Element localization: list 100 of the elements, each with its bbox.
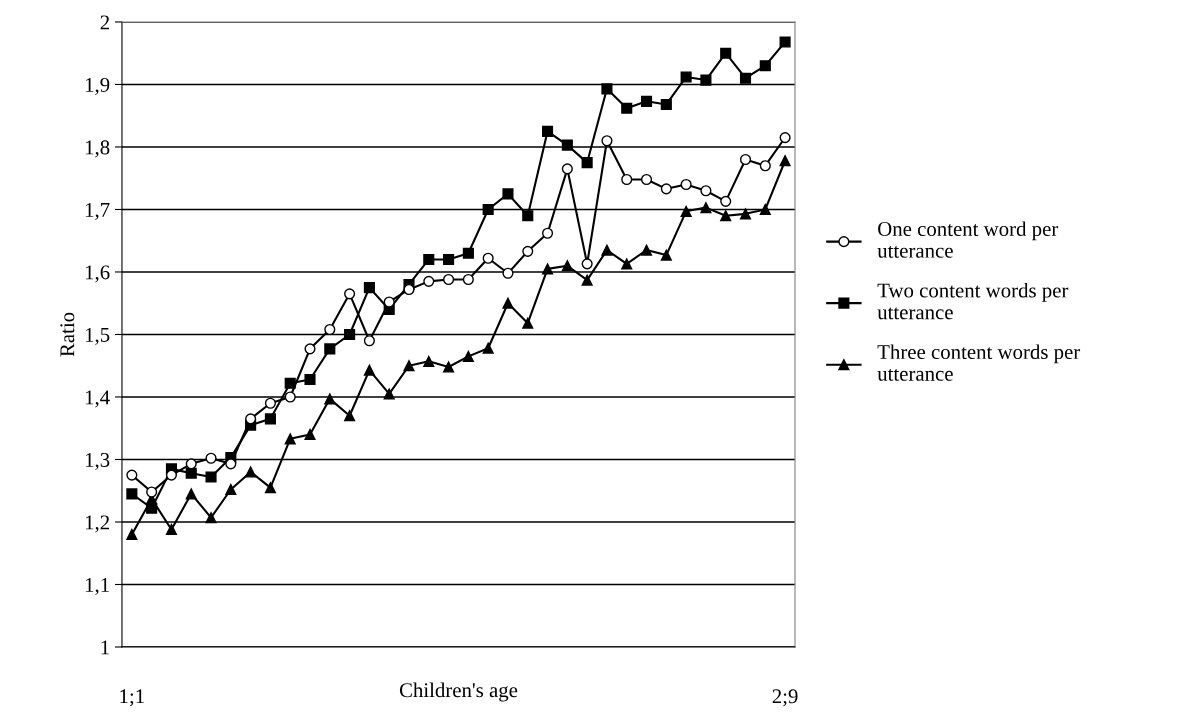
point — [660, 183, 672, 195]
y-tick-label: 1,4 — [85, 390, 110, 408]
point — [720, 47, 732, 59]
point — [680, 205, 692, 217]
point — [403, 283, 415, 296]
y-tick-label: 1,7 — [85, 202, 110, 220]
point — [462, 350, 474, 362]
point — [423, 253, 435, 266]
point — [205, 471, 217, 483]
point — [423, 355, 435, 367]
point — [165, 523, 178, 536]
point — [522, 245, 534, 257]
point — [621, 102, 633, 114]
point — [502, 188, 514, 200]
point — [146, 502, 158, 514]
point — [759, 60, 771, 72]
point — [363, 335, 375, 347]
point — [304, 343, 316, 355]
point — [264, 397, 276, 409]
y-tick-label: 1,6 — [85, 265, 110, 283]
point — [443, 361, 455, 373]
point — [324, 323, 336, 336]
point — [581, 258, 593, 270]
point — [541, 125, 554, 137]
point — [700, 202, 712, 214]
point — [502, 297, 514, 309]
y-tick-label: 2 — [100, 15, 109, 30]
point — [383, 388, 395, 400]
y-tick-label: 1 — [101, 640, 109, 655]
y-axis-title: Ratio — [60, 312, 75, 357]
point — [700, 185, 712, 197]
point — [601, 135, 613, 147]
point — [522, 210, 534, 222]
point — [344, 410, 356, 422]
point — [482, 252, 494, 264]
legend-label: One content word per utterance — [877, 221, 1059, 258]
x-axis-title: Children's age — [399, 682, 518, 702]
point — [126, 488, 138, 500]
point — [581, 274, 593, 286]
point — [739, 153, 752, 166]
point — [621, 173, 633, 186]
y-tick-label: 1,3 — [85, 452, 110, 470]
y-tick-label: 1,5 — [85, 327, 110, 345]
point — [205, 512, 217, 524]
point — [245, 466, 257, 478]
point — [185, 488, 197, 500]
point — [462, 247, 474, 259]
point — [660, 249, 672, 261]
point — [601, 244, 613, 256]
point — [601, 83, 613, 95]
point — [739, 72, 752, 84]
point — [423, 275, 435, 287]
point — [561, 260, 573, 272]
point — [621, 258, 633, 270]
legend-label: Two content words per utterance — [877, 282, 1069, 320]
point — [344, 288, 356, 300]
point — [264, 482, 276, 494]
point — [185, 467, 197, 479]
point — [304, 428, 316, 441]
y-tick-label: 1,2 — [85, 515, 109, 533]
point — [165, 469, 178, 481]
point — [541, 227, 554, 239]
point — [126, 528, 138, 541]
point — [225, 483, 237, 496]
point — [720, 195, 732, 207]
point — [640, 244, 653, 256]
point — [264, 413, 276, 425]
x-tick-label: 2;9 — [772, 689, 798, 707]
point — [759, 203, 771, 216]
point — [581, 157, 593, 169]
point — [640, 95, 653, 107]
point — [284, 391, 296, 403]
point — [225, 458, 237, 470]
point — [640, 173, 653, 186]
y-tick-label: 1,8 — [85, 140, 110, 158]
point — [779, 155, 791, 167]
y-tick-label: 1,1 — [85, 577, 109, 595]
point — [146, 486, 158, 498]
point — [759, 160, 771, 172]
point — [720, 210, 732, 222]
point — [739, 208, 752, 220]
point — [126, 469, 138, 481]
point — [700, 74, 712, 86]
x-tick-label: 1;1 — [120, 689, 144, 707]
point — [344, 328, 356, 341]
point — [779, 36, 791, 48]
point — [522, 317, 534, 329]
point — [403, 360, 415, 372]
point — [284, 433, 296, 445]
point — [363, 282, 375, 294]
point — [443, 253, 455, 266]
point — [561, 163, 573, 175]
point — [324, 343, 336, 355]
point — [482, 203, 494, 216]
point — [462, 273, 474, 286]
point — [502, 267, 514, 279]
point — [482, 342, 494, 354]
point — [304, 373, 316, 386]
point — [660, 98, 672, 111]
point — [680, 178, 692, 191]
